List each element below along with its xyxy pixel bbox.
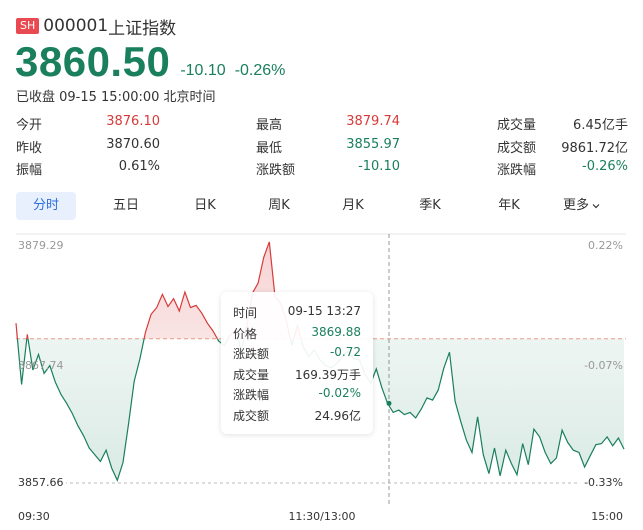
stats-row: 昨收 3870.60 最低 3855.97 成交额 9861.72亿 [16,137,628,160]
tooltip-label: 成交量 [233,367,270,382]
stat-label-open: 今开 [16,118,43,133]
more-dropdown[interactable]: 更多 [552,192,612,220]
tooltip-row: 价格 3869.88 [233,325,361,346]
intraday-chart-svg: 3879.29 3867.74 3857.66 0.22% -0.07% -0.… [15,233,626,523]
tab-yearly-k[interactable]: 年K [498,198,520,213]
x-axis-mid-label: 11:30/13:00 [288,510,355,523]
tab-quarterly-k[interactable]: 季K [419,198,441,213]
y-axis-bottom-label-bg [16,472,66,490]
pct-axis-bottom-label: -0.33% [584,476,623,489]
stat-value-amplitude: 0.61% [118,159,160,174]
stock-name: 上证指数 [108,18,177,39]
y-axis-mid-label: 3867.74 [18,359,64,372]
stats-row: 今开 3876.10 最高 3879.74 成交量 6.45亿手 [16,114,628,137]
tooltip-row: 时间 09-15 13:27 [233,304,361,325]
tooltip-label: 时间 [233,306,258,320]
stat-value-change-pct: -0.26% [582,159,628,174]
tab-intraday[interactable]: 分时 [16,192,76,220]
tab-monthly-k[interactable]: 月K [342,198,364,213]
pct-axis-mid-label: -0.07% [584,359,623,372]
tooltip-value: 169.39万手 [295,367,361,382]
tooltip-value: 09-15 13:27 [287,304,361,318]
stat-value-change-amount: -10.10 [358,159,400,174]
tooltip-label: 涨跌额 [233,347,270,361]
crosshair-point [386,400,392,406]
current-price: 3860.50 [15,38,171,85]
tooltip-row: 涨跌幅 -0.02% [233,386,361,407]
stat-value-high: 3879.74 [346,114,400,129]
tooltip-value: -0.02% [318,386,361,400]
price-area-up [16,241,624,339]
intraday-chart[interactable]: 3879.29 3867.74 3857.66 0.22% -0.07% -0.… [0,230,643,530]
stat-label-turnover: 成交额 [497,140,537,156]
stat-label-high: 最高 [256,118,283,133]
price-change-percent: -0.26% [234,62,286,79]
stat-label-low: 最低 [256,140,283,156]
stat-value-low: 3855.97 [346,136,400,152]
stats-row: 振幅 0.61% 涨跌额 -10.10 涨跌幅 -0.26% [16,159,628,182]
price-change: -10.10 [180,62,226,79]
stock-code: 000001 [43,16,109,36]
price-row: 3860.50 -10.10 -0.26% [15,40,285,84]
more-label: 更多 [562,198,589,213]
x-axis-end-label: 15:00 [591,510,623,523]
tooltip-value: -0.72 [329,345,361,359]
tab-daily-k[interactable]: 日K [194,198,216,213]
tooltip-label: 成交额 [233,408,270,423]
market-status: 已收盘 09-15 15:00:00 北京时间 [16,90,216,105]
stat-label-change-amount: 涨跌额 [256,163,296,178]
tooltip-row: 涨跌额 -0.72 [233,345,361,366]
stats-panel: 今开 3876.10 最高 3879.74 成交量 6.45亿手 昨收 3870… [16,114,628,182]
stat-value-open: 3876.10 [106,114,160,129]
pct-axis-bottom-label-bg [578,472,626,490]
crosshair-tooltip: 时间 09-15 13:27 价格 3869.88 涨跌额 -0.72 成交量 … [221,292,373,434]
tooltip-value: 24.96亿 [314,408,361,423]
period-tabs: 分时 五日 日K 周K 月K 季K 年K 更多 [16,192,628,220]
price-area-down [17,338,624,481]
stock-title: SH 000001 上证指数 [16,15,177,39]
x-axis-start-label: 09:30 [18,510,50,523]
tab-five-day[interactable]: 五日 [112,198,139,213]
stat-label-amplitude: 振幅 [16,163,43,178]
stat-value-prev-close: 3870.60 [106,136,160,152]
market-badge: SH [16,18,40,34]
stat-label-volume: 成交量 [497,118,537,133]
chevron-down-icon [592,204,600,209]
tooltip-label: 价格 [233,326,258,341]
stat-label-change-pct: 涨跌幅 [497,163,537,178]
pct-axis-top-label: 0.22% [588,239,623,252]
tooltip-row: 成交额 24.96亿 [233,407,361,428]
tooltip-value: 3869.88 [311,324,361,339]
y-axis-top-label: 3879.29 [18,239,64,252]
tooltip-label: 涨跌幅 [233,388,270,402]
tab-weekly-k[interactable]: 周K [268,198,290,213]
stat-label-prev-close: 昨收 [16,140,43,156]
y-axis-bottom-label: 3857.66 [18,476,64,489]
stat-value-volume: 6.45亿手 [573,118,628,133]
tooltip-row: 成交量 169.39万手 [233,366,361,387]
stat-value-turnover: 9861.72亿 [561,140,628,156]
